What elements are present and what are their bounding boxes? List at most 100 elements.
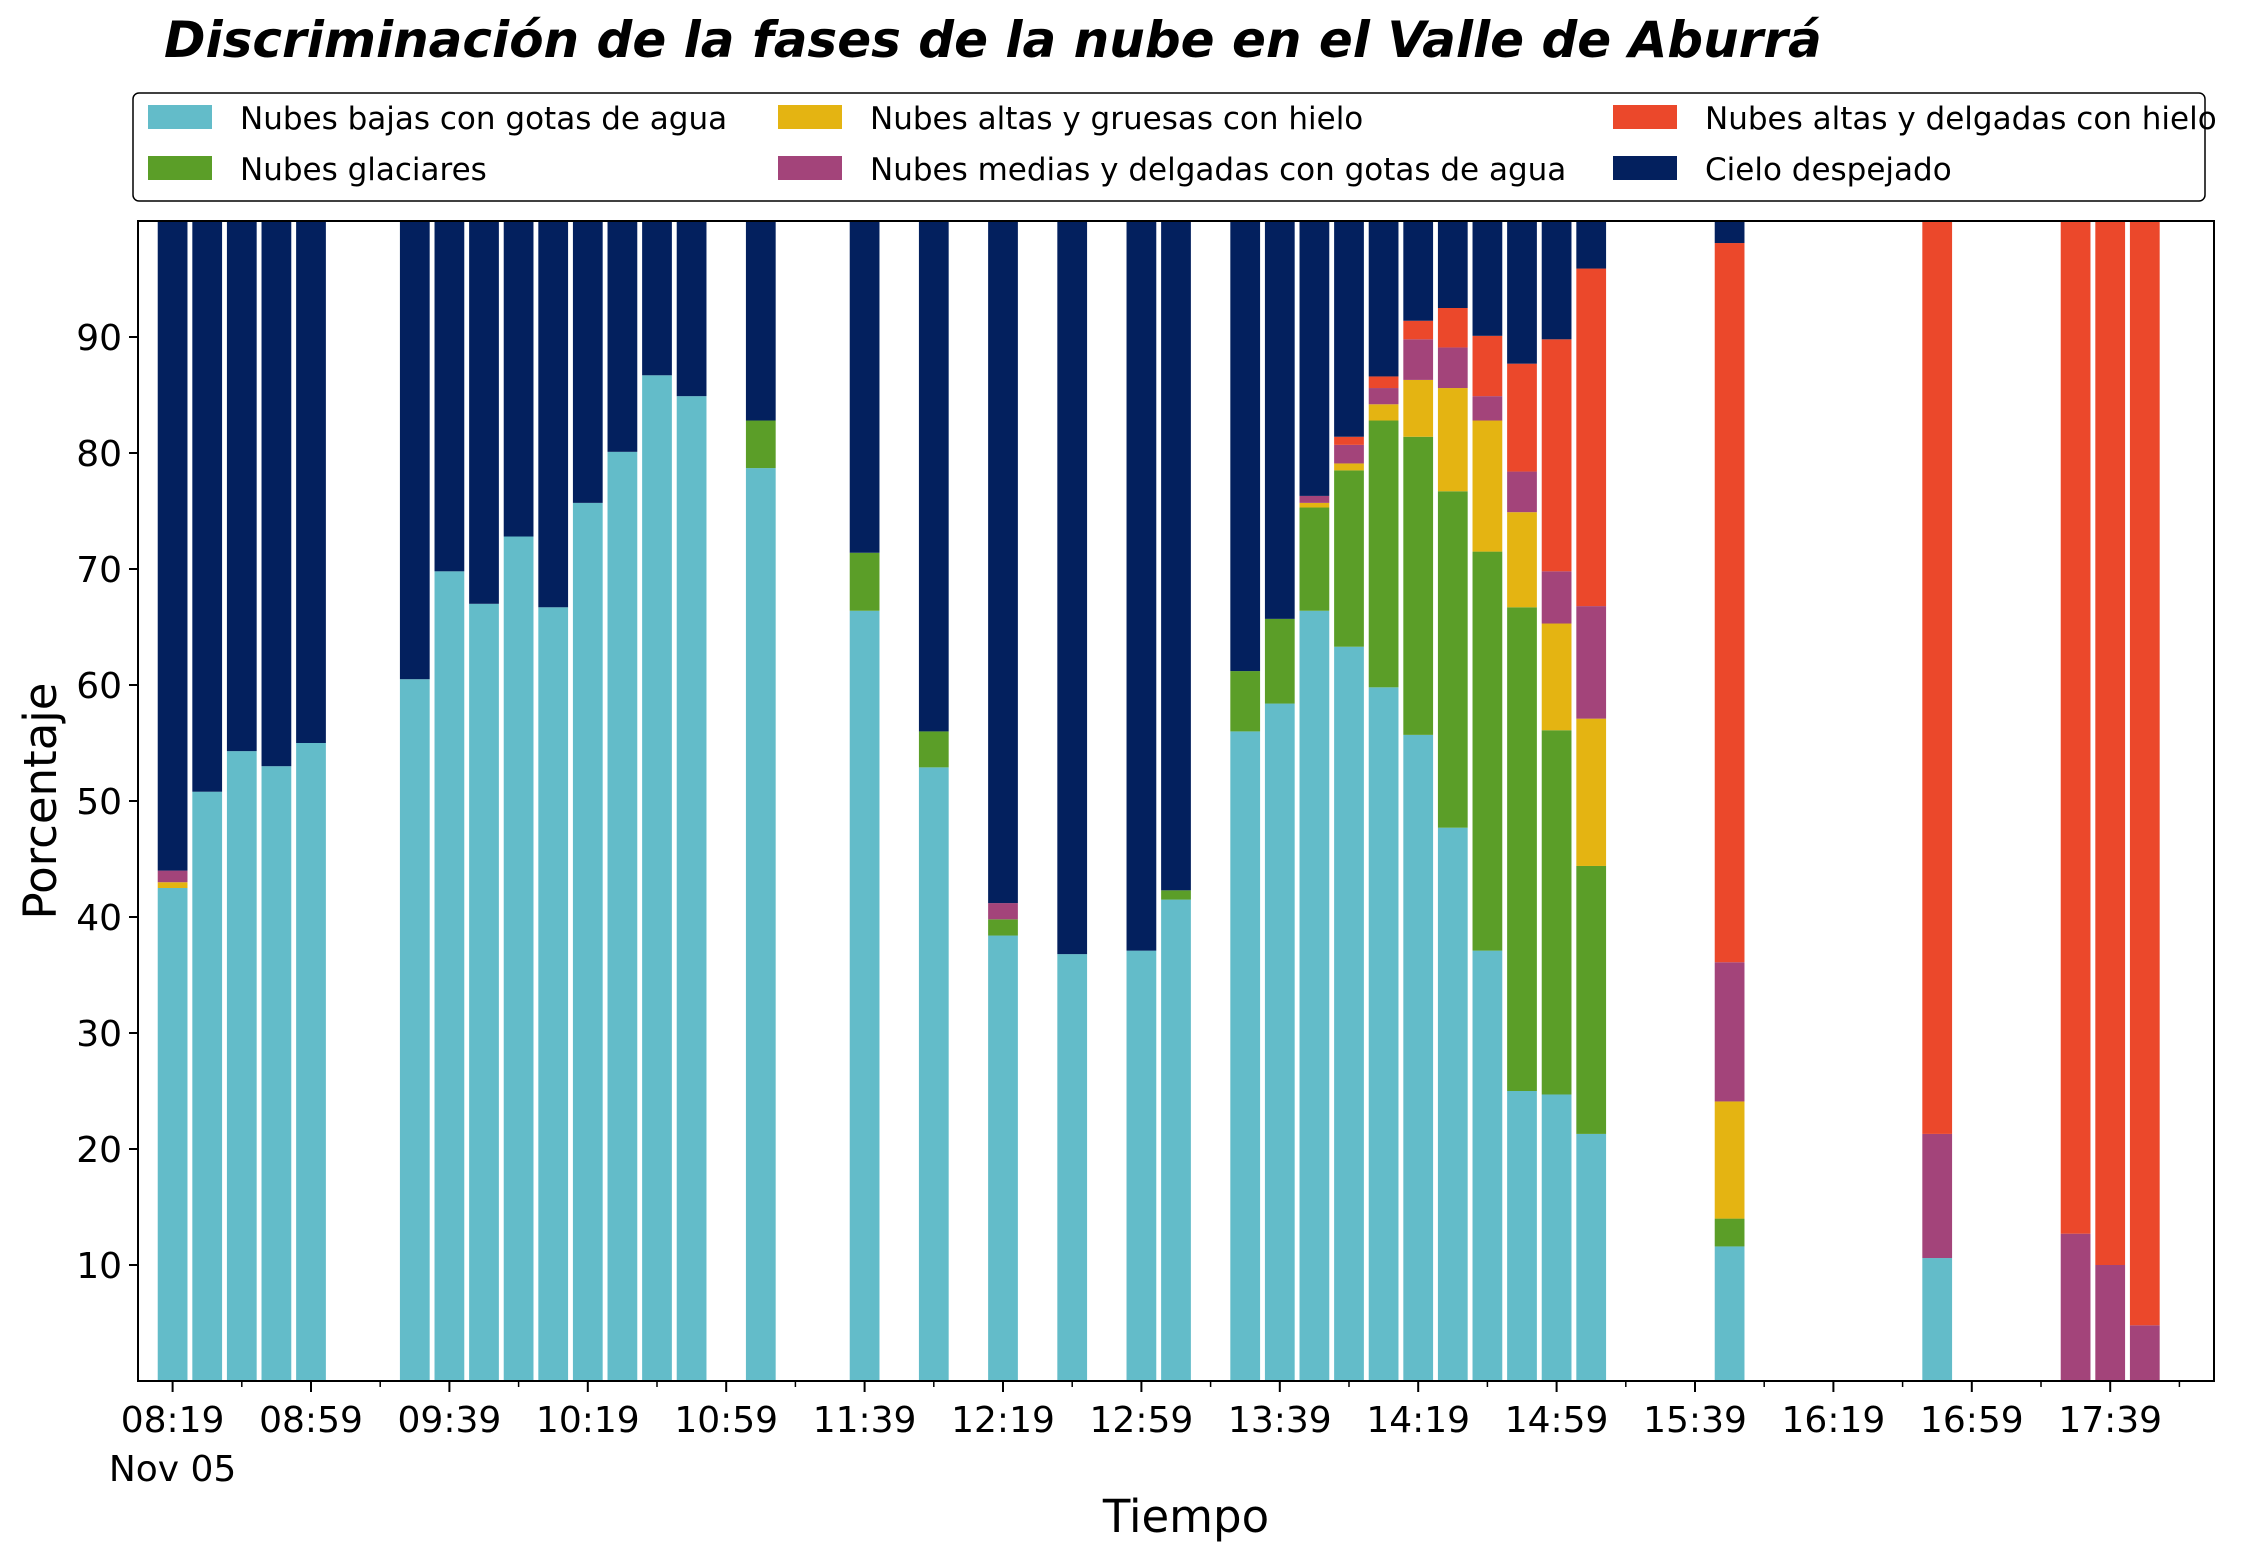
bar-segment-glac [1403,436,1434,735]
bar-stack [642,221,672,1381]
bar-segment-low [261,766,292,1381]
bar-stack [1126,221,1157,1381]
bar-segment-clear [1334,221,1364,437]
bar-segment-low [1264,703,1295,1381]
bar-segment-clear [1507,221,1537,364]
bar-segment-mid [988,903,1018,920]
bar-segment-low [676,396,707,1381]
bar-segment-low [607,451,638,1382]
bar-segment-glac [918,731,949,768]
legend-label: Cielo despejado [1705,152,1952,188]
y-tick-label: 70 [76,550,122,591]
bar-stack [1437,221,1468,1381]
legend-frame [132,92,2206,202]
bar-segment-glac [1472,551,1503,951]
bar-stack [503,221,534,1381]
bar-stack [1922,221,1953,1381]
bar-segment-mid [2060,1233,2091,1381]
bar-segment-clear [988,221,1018,904]
y-tick-label: 80 [76,434,122,475]
legend-swatch [778,105,842,129]
bar-stack [2095,221,2126,1381]
bar-segment-mid [1714,962,1745,1102]
bar-segment-mid [1403,339,1434,380]
bar-stack [745,221,776,1382]
bar-segment-low [226,751,257,1381]
y-tick-label: 40 [76,898,122,939]
legend-label: Nubes altas y gruesas con hielo [870,101,1363,137]
y-tick-label: 90 [76,318,122,359]
bar-stack [1368,221,1399,1381]
bar-segment-clear [676,221,707,397]
legend-item-low: Nubes bajas con gotas de agua [148,101,727,137]
x-tick-label: 11:39 [813,1400,917,1441]
bar-stack [469,221,499,1381]
x-tick-label: 12:59 [1090,1400,1194,1441]
bar-segment-thick [1299,502,1330,508]
bar-segment-glac [1576,865,1607,1134]
bar-segment-clear [607,221,638,452]
x-tick-label: 10:59 [674,1400,778,1441]
bar-segment-thin [1368,376,1399,389]
bar-segment-mid [1576,606,1607,719]
bar-segment-clear [434,221,465,572]
bar-stack [1230,221,1261,1381]
bar-segment-clear [1126,221,1157,951]
bar-segment-mid [1299,495,1330,503]
bar-stack [1299,221,1330,1381]
bar-stack [607,221,638,1382]
x-tick-label: 13:39 [1228,1400,1332,1441]
bar-segment-mid [1437,347,1468,389]
bar-segment-thin [1922,221,1953,1134]
bars-layer [157,221,2160,1382]
bar-segment-low [157,888,188,1381]
x-tick-label: 10:19 [536,1400,640,1441]
bar-stack [849,221,880,1381]
bar-segment-low [642,375,672,1381]
bar-segment-thick [1472,420,1503,552]
bar-segment-clear [399,221,430,680]
chart-title: Discriminación de la fases de la nube en… [164,11,1822,69]
plot-area: 10 20 30 40 50 60 70 80 90 08:19 Nov 05 08:59 09:39… [76,220,2215,1490]
bar-segment-mid [157,870,188,883]
bar-stack [2060,221,2091,1381]
bar-stack [1472,221,1503,1381]
bar-segment-thick [1714,1101,1745,1219]
x-tick-label: 14:59 [1505,1400,1609,1441]
legend-item-thin: Nubes altas y delgadas con hielo [1613,101,2217,137]
bar-segment-clear [1714,221,1745,244]
bar-segment-low [1922,1258,1953,1381]
legend-label: Nubes altas y delgadas con hielo [1705,101,2217,137]
bar-stack [296,221,326,1381]
legend-swatch [148,105,212,129]
bar-segment-low [1403,734,1434,1381]
bar-segment-thin [1437,308,1468,348]
y-tick-label: 30 [76,1014,122,1055]
bar-segment-clear [538,221,569,608]
bar-segment-low [1299,610,1330,1381]
bar-segment-low [572,502,603,1381]
legend-label: Nubes medias y delgadas con gotas de agu… [870,152,1566,188]
bar-segment-thin [2129,221,2160,1326]
bar-segment-clear [1057,221,1088,955]
bar-stack [988,221,1018,1381]
bar-segment-glac [1299,507,1330,611]
bar-segment-clear [642,221,672,376]
bar-segment-low [538,607,569,1381]
bar-segment-clear [1437,221,1468,308]
bar-stack [226,221,257,1381]
bar-segment-mid [1334,444,1364,464]
bar-stack [538,221,569,1381]
bar-segment-clear [572,221,603,503]
bar-stack [192,221,223,1381]
bar-segment-thin [1541,339,1572,572]
bar-segment-low [1437,827,1468,1381]
bar-segment-thick [1368,404,1399,421]
bar-stack [1714,221,1745,1381]
x-tick-label: 08:19 [121,1400,225,1441]
bar-segment-glac [1368,420,1399,688]
bar-stack [1403,221,1434,1381]
bar-stack [1507,221,1537,1381]
legend-item-mid: Nubes medias y delgadas con gotas de agu… [778,152,1566,188]
